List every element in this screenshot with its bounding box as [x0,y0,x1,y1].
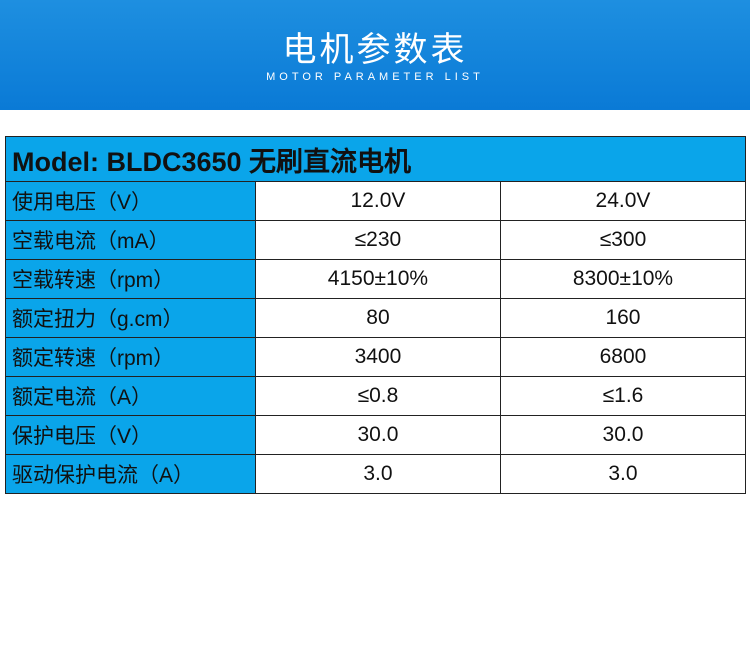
parameter-value: ≤0.8 [254,376,501,416]
parameter-value: 160 [499,298,747,338]
header-subtitle: MOTOR PARAMETER LIST [266,71,484,83]
parameter-label: 驱动保护电流（A） [5,454,256,494]
parameter-label: 额定电流（A） [5,376,256,416]
parameter-value: ≤1.6 [499,376,747,416]
parameter-value: 3400 [254,337,501,377]
table-row: 空载电流（mA） ≤230 ≤300 [5,220,747,260]
parameter-label: 额定转速（rpm） [5,337,256,377]
table-title-row: Model: BLDC3650 无刷直流电机 [5,136,746,182]
parameter-value: 30.0 [499,415,747,455]
parameter-value: 3.0 [499,454,747,494]
header: 电机参数表 MOTOR PARAMETER LIST [0,0,750,110]
parameter-label: 额定扭力（g.cm） [5,298,256,338]
parameter-label: 保护电压（V） [5,415,256,455]
parameter-value: 80 [254,298,501,338]
parameter-table: Model: BLDC3650 无刷直流电机 使用电压（V） 12.0V 24.0V… [5,136,747,494]
table-row: 使用电压（V） 12.0V 24.0V [5,181,747,221]
parameter-value: 3.0 [254,454,501,494]
table-row: 保护电压（V） 30.0 30.0 [5,415,747,455]
parameter-label: 空载电流（mA） [5,220,256,260]
parameter-value: ≤300 [499,220,747,260]
table-row: 额定扭力（g.cm） 80 160 [5,298,747,338]
table-row: 额定转速（rpm） 3400 6800 [5,337,747,377]
parameter-value: 24.0V [499,181,747,221]
parameter-label: 使用电压（V） [5,181,256,221]
parameter-value: 4150±10% [254,259,501,299]
parameter-value: 12.0V [254,181,501,221]
parameter-value: 6800 [499,337,747,377]
table-row: 驱动保护电流（A） 3.0 3.0 [5,454,747,494]
parameter-label: 空载转速（rpm） [5,259,256,299]
parameter-value: 8300±10% [499,259,747,299]
parameter-value: 30.0 [254,415,501,455]
parameter-value: ≤230 [254,220,501,260]
header-title: 电机参数表 [282,31,468,69]
table-row: 额定电流（A） ≤0.8 ≤1.6 [5,376,747,416]
table-row: 空载转速（rpm） 4150±10% 8300±10% [5,259,747,299]
table-title: Model: BLDC3650 无刷直流电机 [5,136,746,182]
